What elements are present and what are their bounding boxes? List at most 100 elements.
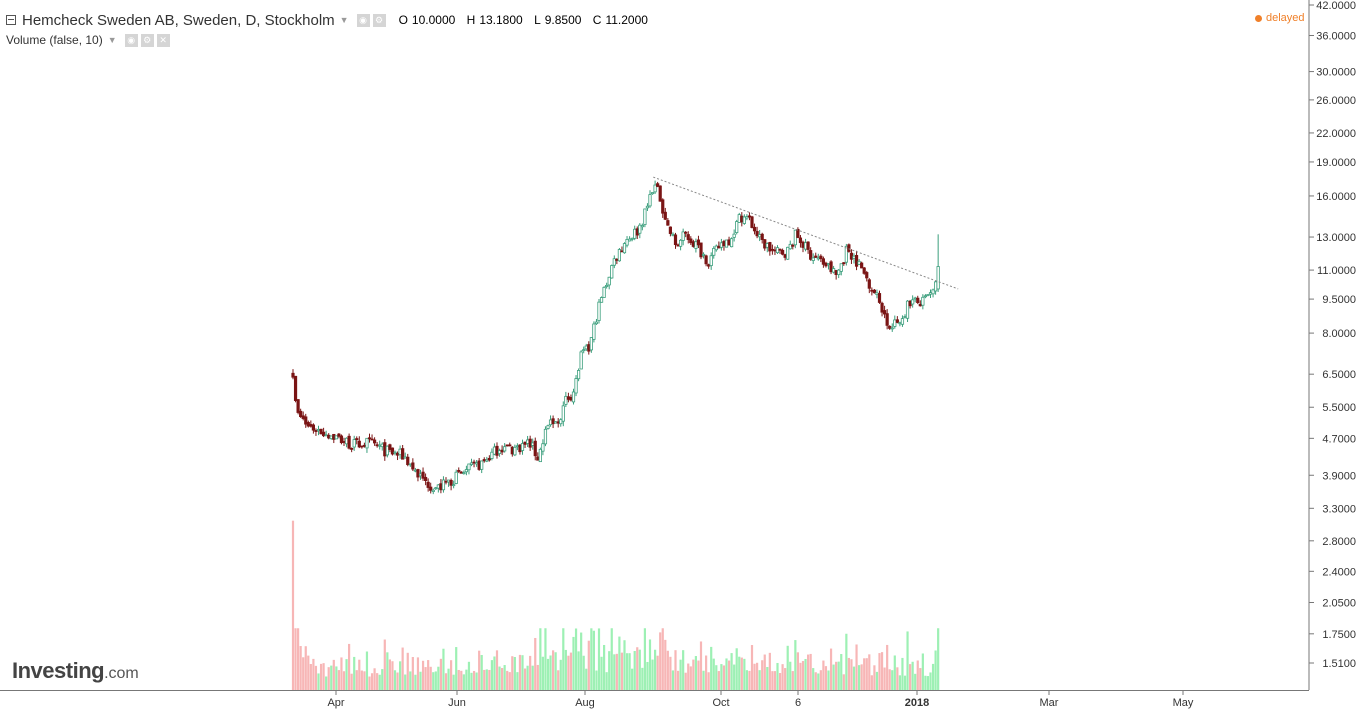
volume-bar (661, 628, 664, 690)
volume-bar (699, 641, 703, 690)
gear-icon[interactable]: ⚙ (372, 13, 386, 27)
volume-bar (350, 673, 353, 690)
eye-icon[interactable]: ◉ (356, 13, 370, 27)
chevron-down-icon[interactable]: ▼ (339, 15, 349, 25)
volume-bar (373, 668, 376, 690)
volume-bar (814, 672, 817, 690)
volume-bar (319, 663, 323, 690)
candle-body (495, 445, 499, 456)
volume-bar (893, 655, 896, 690)
volume-bar (865, 658, 868, 690)
instrument-title[interactable]: Hemcheck Sweden AB, Sweden, D, Stockholm (22, 11, 335, 29)
volume-title[interactable]: Volume (false, 10) (6, 33, 103, 47)
volume-bar (631, 668, 634, 690)
candle-body (760, 233, 764, 240)
candle-body (457, 469, 461, 472)
volume-bar (615, 653, 618, 690)
candle-body (362, 444, 367, 447)
volume-bar (776, 662, 779, 690)
candle-body (526, 439, 530, 444)
candle-body (584, 345, 588, 350)
volume-bar (337, 670, 340, 690)
candle-body (686, 234, 690, 240)
volume-bar (462, 674, 465, 690)
candle-body (834, 270, 838, 276)
candle-body (423, 476, 428, 481)
candle-body (561, 405, 565, 422)
high-value: 13.1800 (479, 13, 523, 27)
candle-body (388, 444, 392, 450)
candle-body (306, 422, 310, 427)
collapse-icon[interactable] (6, 15, 16, 25)
y-tick-label: 16.0000 (1316, 191, 1356, 203)
candle-body (355, 438, 359, 440)
candle-body (622, 243, 627, 254)
candle-body (837, 269, 841, 276)
candle-body (628, 238, 632, 242)
candle-body (671, 233, 675, 236)
volume-bar (773, 671, 777, 690)
time-axis[interactable]: Apr Jun Aug Oct 6 2018 Mar May (327, 690, 1194, 709)
candle-body (707, 264, 711, 267)
volume-bar (852, 666, 856, 690)
volume-bar (791, 671, 794, 690)
candle-body (786, 246, 790, 260)
volume-bar (822, 660, 825, 690)
volume-bar (656, 655, 659, 690)
candle-body (681, 231, 685, 241)
candle-body (689, 238, 693, 244)
volume-bar (388, 659, 391, 690)
candle-body (459, 471, 463, 474)
trendline-segment[interactable] (653, 176, 959, 290)
volume-bar (595, 670, 598, 690)
candle-body (860, 262, 864, 269)
candle-body (393, 451, 397, 454)
candle-body (426, 481, 430, 488)
volume-bar (819, 670, 822, 690)
close-icon[interactable]: ✕ (156, 33, 170, 47)
candle-body (571, 391, 576, 403)
close-key: C (592, 13, 602, 27)
candle-body (574, 378, 578, 394)
volume-bar (898, 675, 901, 690)
volume-bar (618, 636, 621, 690)
candle-body (334, 435, 338, 440)
y-tick-label: 4.7000 (1322, 433, 1356, 445)
volume-bar (829, 648, 833, 690)
candle-body (592, 323, 596, 340)
candle-body (398, 448, 402, 456)
candle-body (610, 265, 614, 279)
volume-bar (307, 655, 310, 690)
low-key: L (534, 13, 541, 27)
candle-body (556, 421, 560, 424)
candle-body (579, 351, 583, 370)
chevron-down-icon[interactable]: ▼ (107, 35, 117, 45)
eye-icon[interactable]: ◉ (124, 33, 138, 47)
price-axis[interactable]: 42.0000 36.0000 30.0000 26.0000 22.0000 19.00… (1309, 0, 1356, 670)
volume-bar (654, 649, 657, 690)
high-key: H (466, 13, 476, 27)
volume-bar (909, 664, 912, 690)
candle-body (564, 395, 568, 405)
candle-body (775, 247, 780, 254)
candle-body (679, 239, 683, 247)
candle-body (926, 294, 930, 296)
volume-bar (376, 673, 379, 690)
candle-body (732, 233, 736, 238)
gear-icon[interactable]: ⚙ (140, 33, 154, 47)
volume-bar (559, 659, 562, 690)
volume-bar (827, 670, 830, 690)
volume-bar (722, 665, 726, 690)
candle-body (508, 444, 512, 447)
volume-bar (740, 657, 743, 690)
volume-bar (314, 665, 318, 690)
volume-bar (850, 659, 853, 690)
candle-body (436, 484, 440, 489)
trendline[interactable] (653, 176, 959, 290)
candle-body (842, 262, 846, 265)
volume-bar (753, 663, 756, 690)
candle-body (599, 297, 604, 303)
candle-body (441, 479, 446, 491)
candle-body (890, 327, 894, 330)
